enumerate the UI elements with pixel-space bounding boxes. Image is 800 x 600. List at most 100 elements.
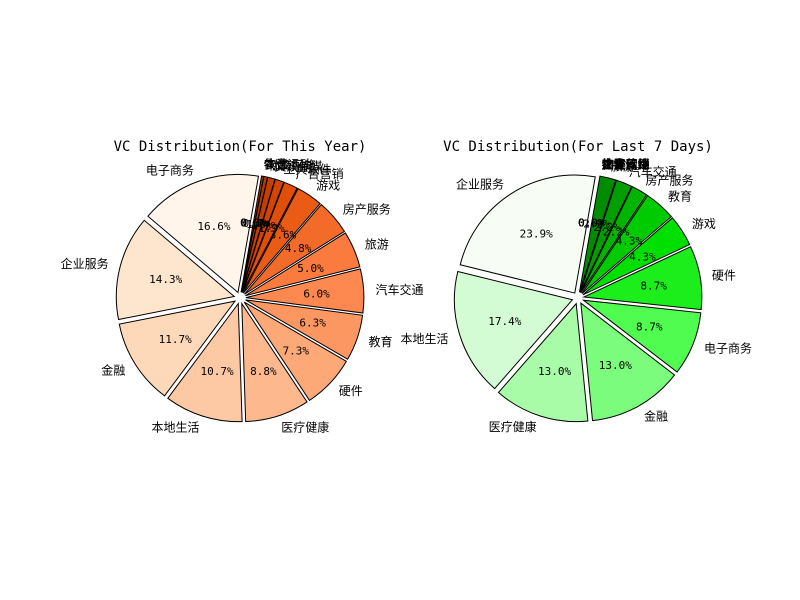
slice-percent-label: 0.0%	[578, 216, 605, 229]
pie-slice	[581, 194, 673, 294]
slice-category-label: 汽车交通	[629, 164, 677, 179]
slice-category-label: 物流	[265, 158, 289, 172]
slice-percent-label: 13.0%	[538, 365, 571, 378]
pie-slices	[453, 174, 703, 423]
slice-percent-label: 10.7%	[201, 365, 234, 378]
pie-slice	[459, 174, 596, 294]
pie-chart-last-7-days: VC Distribution(For Last 7 Days) 企业服务 23.…	[401, 139, 752, 434]
slice-category-label: 金融	[101, 363, 125, 378]
slice-category-label: 社交网络	[268, 157, 316, 172]
slice-percent-label: 4.8%	[285, 242, 312, 255]
slice-category-label: 社交网络	[602, 156, 650, 171]
slice-percent-label: 2.2%	[583, 218, 610, 231]
slice-percent-label: 16.6%	[197, 220, 230, 233]
slice-percent-label: 6.3%	[299, 317, 326, 330]
slice-category-label: 企业服务	[456, 176, 504, 191]
slice-percent-label: 8.7%	[640, 279, 667, 292]
pie-slices	[115, 173, 365, 423]
pie-slice	[579, 179, 633, 293]
pie-chart-this-year: VC Distribution(For This Year) 电子商务 16.6%…	[61, 139, 424, 435]
pie-slice	[453, 270, 574, 390]
slice-percent-label: 0.0%	[578, 216, 605, 229]
slice-percent-label: 3.6%	[270, 229, 297, 242]
slice-percent-label: 0.0%	[578, 216, 605, 229]
slice-category-label: 文娱传媒	[602, 156, 650, 171]
pie-slice	[241, 301, 308, 423]
pie-slice	[245, 268, 365, 314]
slice-category-label: 工具软件	[602, 157, 650, 171]
slice-percent-label: 4.3%	[629, 250, 656, 263]
slice-percent-label: 5.0%	[297, 262, 324, 275]
slice-category-label: 硬件	[712, 268, 736, 282]
slice-category-label: 医疗健康	[281, 419, 329, 434]
slice-percent-label: 2.2%	[593, 221, 620, 234]
chart-title: VC Distribution(For This Year)	[114, 139, 367, 155]
slice-percent-label: 0.0%	[240, 216, 267, 229]
slice-percent-label: 0.0%	[578, 216, 605, 229]
pie-slice	[497, 302, 589, 423]
pie-labels: 企业服务 23.9% 本地生活 17.4% 医疗健康 13.0% 金融 13.0% 电子商务 8.…	[401, 156, 752, 434]
chart-title: VC Distribution(For Last 7 Days)	[443, 139, 713, 155]
slice-category-label: 金融	[644, 409, 668, 424]
slice-category-label: 农业	[264, 157, 288, 171]
slice-category-label: 医疗健康	[489, 419, 537, 434]
slice-percent-label: 1.2%	[251, 219, 278, 232]
pie-slice	[244, 203, 346, 295]
slice-category-label: 企业服务	[61, 256, 109, 271]
pie-labels: 电子商务 16.6% 企业服务 14.3% 金融 11.7% 本地生活 10.7% 医疗健康 8.…	[61, 156, 424, 434]
pie-slice	[581, 246, 703, 311]
slice-percent-label: 0.0%	[578, 216, 605, 229]
slice-percent-label: 8.8%	[250, 365, 277, 378]
slice-percent-label: 14.3%	[149, 273, 182, 286]
slice-category-label: 旅游	[611, 159, 635, 173]
slice-category-label: 体育运动	[602, 156, 650, 171]
pie-slice	[241, 181, 298, 293]
slice-percent-label: 8.7%	[636, 320, 663, 333]
slice-category-label: 游戏	[316, 179, 340, 193]
pie-slice	[118, 300, 237, 397]
pie-slice	[242, 187, 321, 294]
pie-slice	[578, 175, 617, 293]
pie-slice	[240, 175, 265, 293]
slice-category-label: 广告营销	[296, 167, 344, 181]
slice-category-label: 电子商务	[704, 340, 752, 355]
slice-category-label: 体育运动	[264, 156, 312, 171]
slice-category-label: 游戏	[692, 217, 716, 231]
pie-slice	[580, 186, 648, 294]
slice-category-label: 旅游	[365, 238, 389, 252]
pie-slice	[580, 302, 676, 422]
slice-percent-label: 4.3%	[616, 235, 643, 248]
slice-percent-label: 0.0%	[578, 216, 605, 229]
slice-category-label: 物流	[602, 157, 626, 171]
slice-percent-label: 23.9%	[520, 228, 553, 241]
slice-category-label: 汽车交通	[375, 282, 423, 297]
slice-category-label: 本地生活	[151, 421, 199, 435]
pie-slice	[245, 299, 364, 360]
slice-percent-label: 0.3%	[241, 217, 268, 230]
pie-slice	[245, 232, 361, 297]
pie-slice	[115, 219, 236, 321]
slice-category-label: 工具软件	[283, 162, 331, 176]
slice-category-label: 文娱传媒	[274, 159, 322, 174]
slice-percent-label: 17.4%	[488, 315, 521, 328]
slice-percent-label: 7.3%	[283, 345, 310, 358]
slice-percent-label: 0.0%	[578, 216, 605, 229]
slice-percent-label: 2.2%	[603, 225, 630, 238]
pie-slice	[581, 299, 702, 373]
slice-category-label: 房产服务	[645, 172, 693, 187]
slice-percent-label: 11.7%	[159, 333, 192, 346]
slice-category-label: 硬件	[339, 384, 363, 398]
pie-slice	[582, 217, 691, 296]
pie-slice	[243, 301, 348, 402]
slice-category-label: 教育	[368, 334, 392, 349]
slice-percent-label: 1.0%	[246, 218, 273, 231]
slice-category-label: 电子商务	[146, 162, 194, 177]
slice-percent-label: 1.9%	[258, 222, 285, 235]
slice-category-label: 教育	[668, 188, 692, 203]
pie-slice	[167, 302, 243, 423]
slice-category-label: 房产服务	[343, 201, 391, 216]
slice-category-label: 广告营销	[602, 157, 650, 171]
slice-percent-label: 13.0%	[599, 359, 632, 372]
slice-percent-label: 0.5%	[243, 217, 270, 230]
